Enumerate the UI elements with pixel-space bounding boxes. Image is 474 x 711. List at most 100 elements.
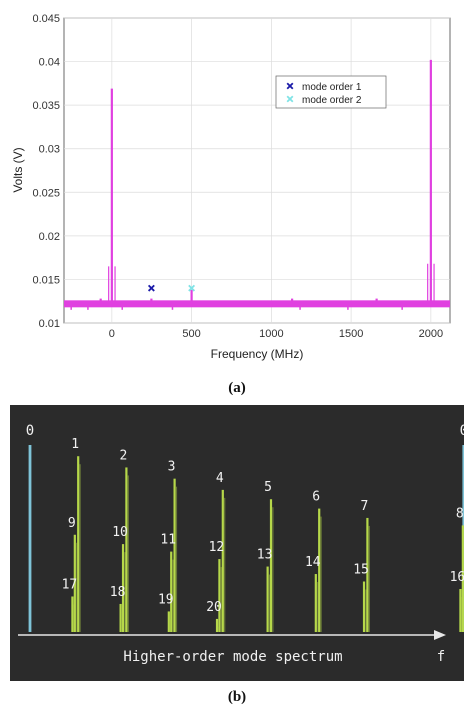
y-tick-label: 0.015 [32,274,60,286]
mode-label: 11 [160,533,176,548]
mode-label: 3 [168,460,176,475]
y-tick-label: 0.01 [39,318,60,330]
mode-bar [266,566,269,632]
axis-arrowhead [434,630,446,640]
mode-bar-shadow [73,604,75,632]
mode-bar [461,525,464,632]
mode-order-2-marker [188,284,196,292]
mode-bar-shadow [127,475,129,632]
mode-bar-shadow [170,619,172,632]
mode-label: 18 [110,585,126,600]
mode-bar-shadow [175,486,178,632]
mode-bar [125,467,128,632]
mode-bar-shadow [365,589,367,632]
mode-label: 4 [216,471,224,486]
mode-label: 7 [360,499,368,514]
mode-label: 5 [264,480,272,495]
noise-floor-band [64,300,450,308]
plot-area [63,17,451,324]
x-tick-label: 1500 [339,328,363,340]
y-tick-label: 0.045 [32,13,60,25]
panel-b-caption: (b) [227,689,247,705]
mode-bar [71,596,74,632]
mode-bar [362,581,366,632]
mode-label: 16 [450,570,464,585]
carrier-label: 0 [460,423,464,439]
legend-box [275,75,387,109]
legend-label: mode order 1 [302,82,362,93]
y-axis-label: Volts (V) [11,147,25,192]
mode-bar [269,499,273,632]
mode-bar-shadow [368,525,370,632]
mode-label: 15 [353,563,369,578]
y-tick-label: 0.035 [32,100,60,112]
mode-bar [318,508,321,632]
y-tick-label: 0.025 [32,187,60,199]
panel-a-caption: (a) [228,380,246,396]
mode-label: 8 [456,506,464,521]
mode-bar-shadow [461,596,463,632]
mode-label: 9 [68,516,76,531]
x-axis-label: Frequency (MHz) [211,347,304,361]
mode-bar-shadow [317,582,319,632]
mode-label: 20 [206,600,222,615]
mode-bar [119,603,122,632]
mode-bar-shadow [76,542,78,632]
x-tick-label: 2000 [419,328,443,340]
carrier-label: 0 [26,423,34,439]
mode-bar-shadow [218,626,220,632]
mode-bar-shadow [124,552,126,632]
spectrum-bars [28,445,464,632]
mode-bar [366,517,369,632]
y-tick-label: 0.03 [39,144,60,156]
mode-bar-shadow [220,567,222,632]
mode-bar-shadow [268,574,271,632]
y-tick-label: 0.02 [39,231,60,243]
mode-bar-shadow [224,497,226,632]
frequency-axis-label: f [437,649,445,665]
mode-bar-shadow [272,507,274,632]
x-tick-label: 1000 [259,328,283,340]
mode-bar [215,618,219,632]
mode-label: 14 [305,555,321,570]
mode-label: 6 [312,490,320,505]
legend-entry: mode order 1 [286,82,362,93]
legend: mode order 1 mode order 2 [275,75,387,109]
y-tick-label: 0.04 [39,57,60,69]
mode-bar [73,534,76,632]
mode-label: 19 [158,592,174,607]
x-tick-label: 0 [109,328,115,340]
spectrum-trace [64,59,450,310]
legend-label: mode order 2 [302,95,362,106]
mode-bar-shadow [79,464,81,632]
mode-bar [167,611,170,632]
carrier-bar [28,445,32,632]
mode-bar-shadow [320,516,322,632]
mode-markers [147,284,196,292]
mode-label: 1 [71,437,79,452]
mode-bar [218,559,221,632]
mode-bar-shadow [121,611,124,632]
x-tick-labels: 0 500 1000 1500 2000 [109,328,443,340]
legend-entry: mode order 2 [286,95,362,106]
mode-bar [170,551,173,632]
mode-bar [121,544,125,632]
mode-label: 13 [257,548,273,563]
mode-bar [77,456,80,632]
mode-bar [221,489,224,632]
mode-bar [314,574,317,632]
mode-label: 17 [62,577,78,592]
mode-bar-shadow [172,559,174,632]
mode-label: 2 [119,448,127,463]
mode-order-1-marker [147,284,155,292]
y-tick-labels: 0.01 0.015 0.02 0.025 0.03 0.035 0.04 0.045 [32,13,60,330]
mode-label: 10 [112,525,128,540]
axis-caption: Higher-order mode spectrum [123,649,342,665]
mode-bar [173,478,176,632]
x-tick-label: 500 [182,328,200,340]
mode-bar [459,588,462,632]
mode-label: 12 [209,540,225,555]
frequency-spectrum-chart: 0 500 1000 1500 2000 0.010.0150.020.0250.030… [11,13,451,361]
